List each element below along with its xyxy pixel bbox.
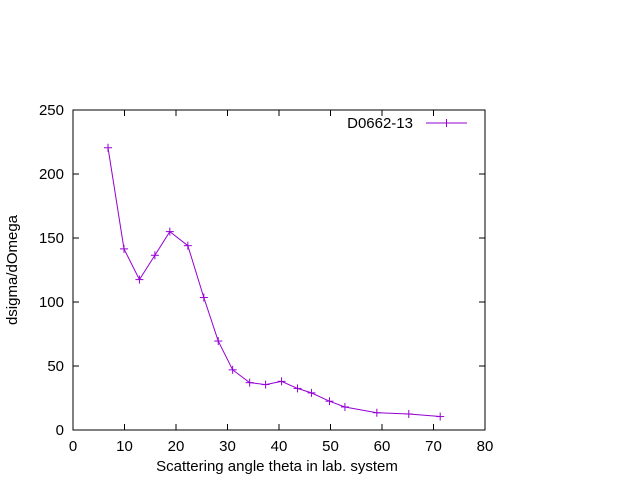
data-point — [104, 143, 113, 152]
legend-label: D0662-13 — [347, 115, 413, 132]
data-point — [277, 377, 286, 386]
y-tick-label: 200 — [39, 166, 64, 183]
x-tick-label: 0 — [69, 438, 77, 455]
data-point — [228, 365, 237, 374]
data-point — [199, 293, 208, 302]
data-point — [404, 410, 413, 418]
series-line — [107, 147, 441, 418]
data-point — [261, 380, 270, 389]
legend-marker — [442, 119, 451, 127]
x-tick-label: 70 — [425, 438, 442, 455]
y-tick-label: 100 — [39, 294, 64, 311]
data-point — [293, 384, 302, 393]
series-layer — [104, 143, 445, 421]
data-point — [135, 275, 144, 284]
y-tick-label: 250 — [39, 102, 64, 119]
y-tick-label: 50 — [47, 358, 64, 375]
data-point — [436, 412, 445, 421]
legend: D0662-13 — [347, 115, 467, 132]
data-point — [214, 337, 223, 346]
x-tick-label: 10 — [116, 438, 133, 455]
tick-labels: 0 10 20 30 40 50 60 70 80 0 50 100 150 200 250 — [39, 102, 493, 455]
x-tick-label: 50 — [322, 438, 339, 455]
data-point — [340, 402, 349, 411]
axis-ticks — [73, 110, 485, 430]
data-point — [183, 241, 192, 250]
data-point — [119, 244, 128, 253]
y-axis-label: dsigma/dOmega — [4, 214, 21, 325]
data-point — [325, 397, 334, 406]
data-point — [150, 251, 159, 260]
y-tick-label: 0 — [56, 422, 64, 439]
x-tick-label: 30 — [219, 438, 236, 455]
x-tick-label: 40 — [271, 438, 288, 455]
x-tick-label: 20 — [168, 438, 185, 455]
data-point — [307, 388, 316, 397]
x-tick-label: 60 — [374, 438, 391, 455]
y-tick-label: 150 — [39, 230, 64, 247]
x-tick-label: 80 — [477, 438, 494, 455]
data-point — [245, 378, 254, 387]
data-point — [165, 227, 174, 236]
x-axis-label: Scattering angle theta in lab. system — [156, 458, 398, 475]
data-point — [372, 408, 381, 417]
